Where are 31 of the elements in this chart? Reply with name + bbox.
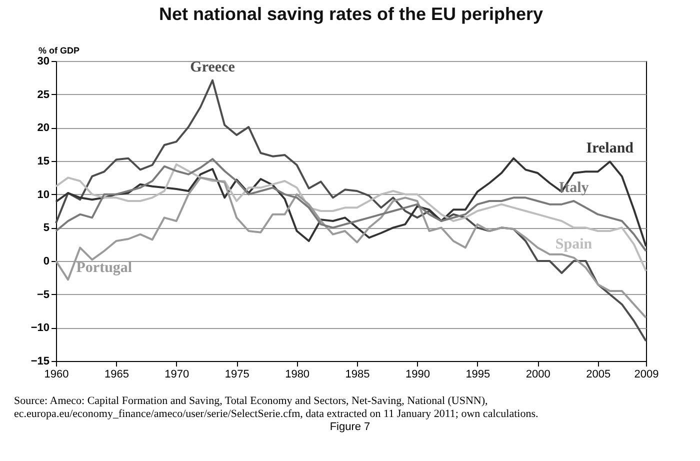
y-tick-label: 25 [37, 88, 50, 101]
x-tick-label: 2005 [586, 368, 611, 380]
line-series [55, 176, 647, 319]
x-tick-label: 1965 [104, 368, 129, 380]
y-tick-label: 20 [37, 122, 50, 134]
x-tick-label: 1960 [44, 368, 69, 380]
source-note: Source: Ameco: Capital Formation and Saving, Total Economy and Sectors, Net-Saving, National (USNN), ec.europa.eu/economy_finance/ameco/user/serie/SelectSerie.cfm, data extracted on 11 January 2011; own calculations. [14, 395, 540, 421]
y-tick-label: −5 [36, 288, 50, 301]
y-tick-label: −10 [30, 322, 50, 334]
y-tick-label: 0 [43, 256, 50, 268]
x-tick-label: 2000 [526, 368, 550, 380]
y-tick-label: 15 [37, 156, 50, 168]
series-label: Ireland [586, 140, 634, 157]
x-tick-label: 2009 [634, 368, 659, 380]
chart-title: Net national saving rates of the EU periphery [158, 4, 544, 24]
y-axis-title: % of GDP [38, 46, 80, 56]
line-series [55, 79, 647, 342]
x-tick-label: 1990 [405, 368, 430, 380]
series-label: Greece [190, 59, 236, 76]
y-tick-label: 5 [43, 222, 50, 234]
caption: Figure 7 [328, 421, 372, 433]
y-tick-label: 30 [37, 56, 50, 68]
y-tick-label: −15 [30, 356, 50, 368]
x-tick-label: 1985 [345, 368, 370, 380]
y-tick-label: 10 [37, 188, 50, 201]
x-tick-label: 1980 [285, 368, 310, 380]
x-tick-label: 1975 [224, 368, 250, 380]
series-label: Spain [555, 236, 593, 253]
x-tick-label: 1970 [164, 368, 190, 380]
x-tick-label: 1995 [466, 368, 490, 380]
series-label: Portugal [76, 260, 132, 276]
